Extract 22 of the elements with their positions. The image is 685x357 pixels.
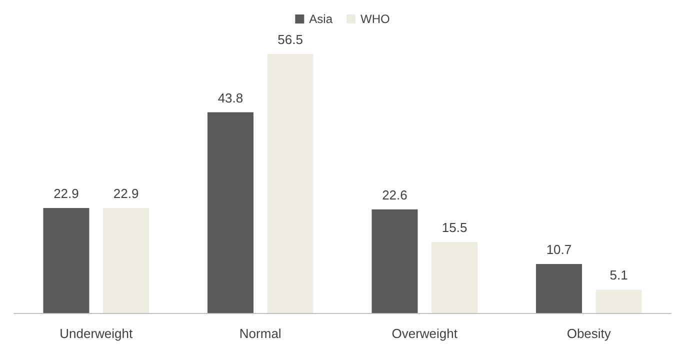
data-label: 22.9 (54, 186, 79, 202)
bar (536, 264, 582, 313)
data-label: 22.9 (113, 186, 139, 202)
x-tick-label: Overweight (392, 326, 458, 341)
bar (596, 290, 642, 313)
bar (432, 242, 478, 313)
data-label: 5.1 (610, 268, 628, 283)
data-label: 15.5 (442, 220, 468, 235)
legend-label: Asia (309, 12, 333, 26)
x-tick-label: Underweight (60, 326, 133, 341)
legend-label: WHO (360, 12, 390, 26)
bar (207, 112, 254, 313)
data-label: 22.6 (382, 187, 408, 202)
data-label: 56.5 (278, 32, 303, 48)
x-tick-label: Obesity (566, 326, 612, 341)
bar (372, 209, 418, 313)
data-label: 43.8 (218, 90, 244, 106)
x-tick-label: Normal (239, 326, 282, 341)
bar (43, 208, 90, 313)
data-label: 10.7 (546, 242, 572, 257)
bar (267, 54, 314, 313)
bar (103, 208, 150, 313)
